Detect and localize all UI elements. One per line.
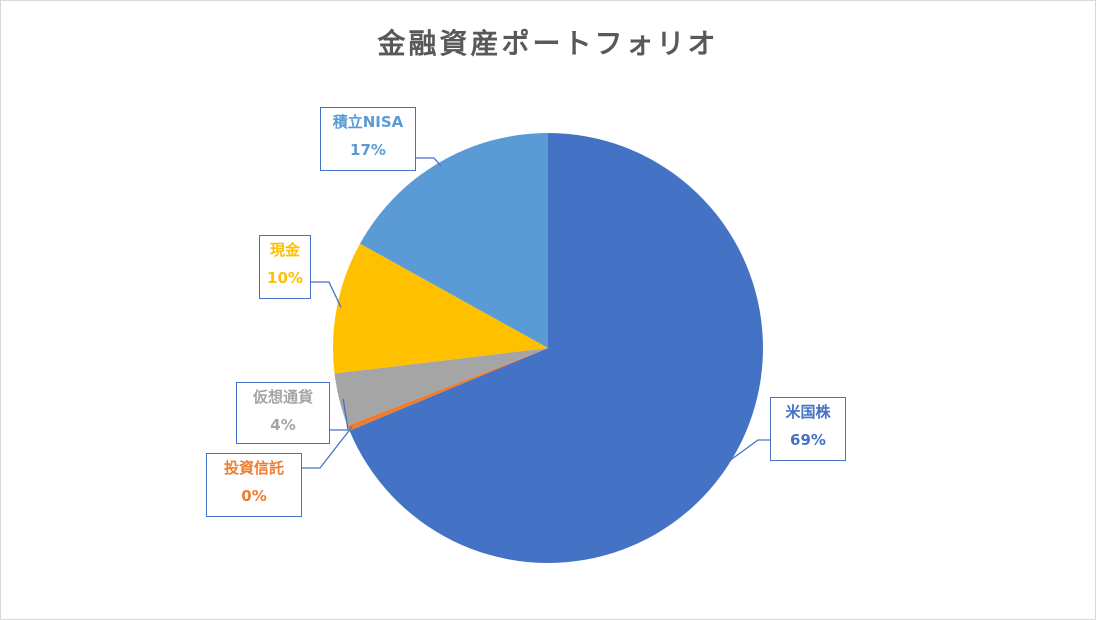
callout-percent: 69% <box>790 431 826 449</box>
callout-label: 仮想通貨 <box>252 388 313 406</box>
chart-title: 金融資産ポートフォリオ <box>377 27 719 60</box>
callout-investment-trust: 投資信託 0% <box>206 453 302 517</box>
callout-crypto: 仮想通貨 4% <box>236 382 330 444</box>
leader-line <box>723 439 770 466</box>
callout-label: 積立NISA <box>332 113 404 131</box>
callout-label: 米国株 <box>785 403 831 421</box>
leader-line <box>330 398 349 431</box>
slice-cash <box>333 243 548 374</box>
leader-line <box>302 426 353 469</box>
slice-investment-trust <box>347 348 548 431</box>
slice-nisa <box>360 133 548 348</box>
callout-percent: 10% <box>267 269 303 287</box>
slice-crypto <box>334 348 548 426</box>
callout-label: 投資信託 <box>223 459 284 477</box>
callout-cash: 現金 10% <box>259 235 311 299</box>
callout-percent: 17% <box>350 141 386 159</box>
callout-label: 現金 <box>269 241 300 259</box>
slice-us-stocks <box>349 133 763 563</box>
callout-percent: 4% <box>270 416 296 434</box>
leader-line <box>311 281 342 308</box>
callout-percent: 0% <box>241 487 267 505</box>
callout-us-stocks: 米国株 69% <box>770 397 846 461</box>
leader-line <box>416 157 442 167</box>
callout-nisa: 積立NISA 17% <box>320 107 416 171</box>
